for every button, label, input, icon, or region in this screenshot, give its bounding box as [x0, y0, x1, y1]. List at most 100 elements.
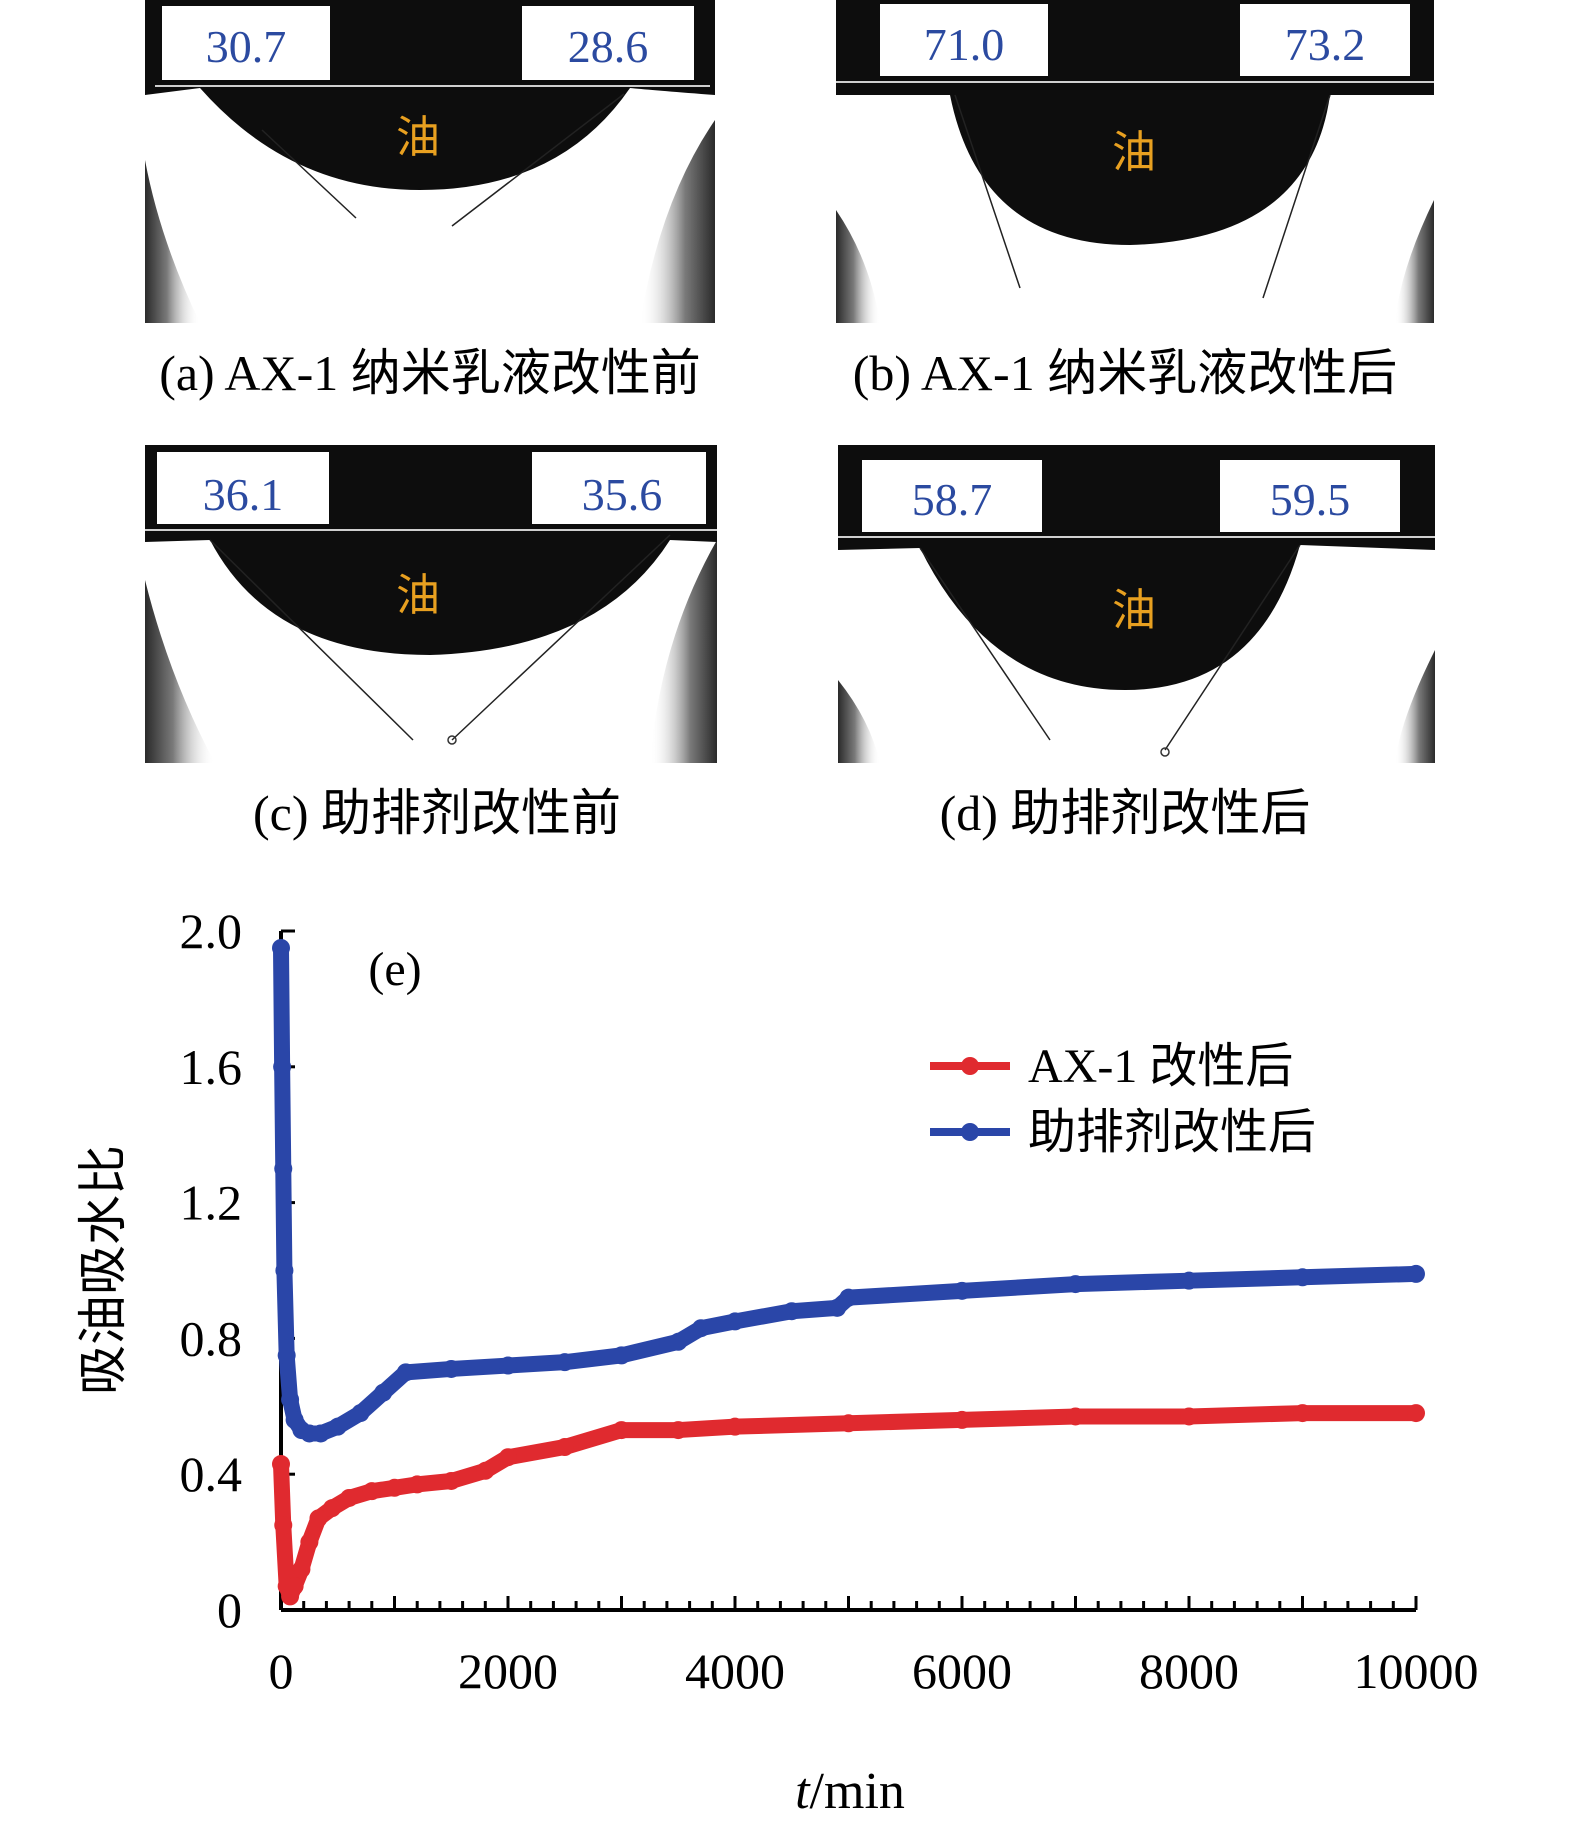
panel-a: 30.7 28.6 油 (a) AX-1 纳米乳液改性前: [145, 0, 715, 401]
data-point-1-14: [442, 1359, 461, 1378]
panel-b-left-angle-box: [880, 4, 1048, 76]
data-point-1-9: [311, 1424, 330, 1443]
data-point-1-17: [612, 1346, 631, 1365]
panel-d-caption: (d) 助排剂改性后: [940, 785, 1311, 841]
y-tick-label: 1.6: [180, 1039, 243, 1095]
data-point-0-7: [309, 1509, 328, 1528]
data-point-1-3: [275, 1261, 294, 1280]
panel-b-left-angle: 71.0: [924, 19, 1005, 70]
panel-d-oil-label: 油: [1112, 585, 1156, 636]
data-point-1-16: [555, 1353, 574, 1372]
data-point-0-12: [408, 1475, 427, 1494]
data-point-0-8: [323, 1499, 342, 1518]
y-tick-label: 0: [217, 1582, 242, 1638]
data-point-1-2: [274, 1159, 293, 1178]
data-point-1-18: [669, 1332, 688, 1351]
x-tick-label: 6000: [912, 1643, 1012, 1699]
y-axis-label: 吸油吸水比: [75, 1145, 131, 1395]
panel-c-right-angle-box: [532, 452, 706, 524]
data-point-1-25: [1066, 1275, 1085, 1294]
panel-c-right-angle: 35.6: [582, 469, 663, 520]
series-layer: [272, 938, 1425, 1606]
panel-b-right-angle-box: [1240, 4, 1410, 76]
series-line-0: [273, 1405, 1424, 1605]
panel-c: 36.1 35.6 油 (c) 助排剂改性前: [145, 445, 717, 841]
panel-a-right-angle-box: [522, 6, 694, 80]
x-tick-label: 4000: [685, 1643, 785, 1699]
panel-c-left-angle: 36.1: [203, 469, 284, 520]
data-point-0-9: [340, 1488, 359, 1507]
x-tick-label: 2000: [458, 1643, 558, 1699]
data-point-1-19: [691, 1319, 710, 1338]
data-point-1-23: [839, 1288, 858, 1307]
data-point-1-13: [396, 1363, 415, 1382]
data-point-1-12: [374, 1383, 393, 1402]
panel-c-oil-label: 油: [396, 570, 440, 621]
data-point-0-22: [1066, 1407, 1085, 1426]
data-point-0-19: [726, 1417, 744, 1436]
y-tick-label: 1.2: [180, 1175, 243, 1231]
data-point-1-4: [277, 1346, 296, 1365]
panel-d-left-angle-box: [862, 460, 1042, 532]
data-point-0-11: [385, 1478, 404, 1497]
panel-d-right-angle-box: [1220, 460, 1400, 532]
x-axis-label: t/min: [795, 1763, 905, 1820]
x-tick-label: 10000: [1354, 1643, 1479, 1699]
axis-ticks: 0 2000 4000 6000 8000 10000 0 0.4 0.8 1.2 1.6 2.0: [180, 903, 1479, 1699]
data-point-0-16: [555, 1438, 574, 1457]
data-point-0-5: [292, 1560, 311, 1579]
panel-b: 71.0 73.2 油 (b) AX-1 纳米乳液改性后: [836, 0, 1434, 401]
panel-b-caption: (b) AX-1 纳米乳液改性后: [853, 345, 1397, 401]
data-point-0-17: [612, 1421, 631, 1440]
panel-e-label: (e): [368, 943, 421, 996]
panel-c-caption: (c) 助排剂改性前: [253, 785, 621, 841]
data-point-0-25: [1407, 1404, 1425, 1423]
x-axis-label-unit: /min: [810, 1763, 905, 1820]
data-point-0-6: [300, 1533, 319, 1552]
data-point-0-18: [669, 1421, 688, 1440]
data-point-0-15: [499, 1448, 517, 1467]
data-point-1-21: [782, 1302, 801, 1321]
panel-a-left-angle-box: [162, 6, 330, 80]
x-tick-label: 8000: [1139, 1643, 1239, 1699]
data-point-0-1: [274, 1516, 293, 1535]
panel-d-right-angle: 59.5: [1270, 474, 1351, 525]
legend-item-blue: 助排剂改性后: [930, 1106, 1316, 1159]
data-point-1-15: [499, 1356, 517, 1375]
legend-label-blue: 助排剂改性后: [1028, 1106, 1316, 1159]
chart-e: 0 2000 4000 6000 8000 10000 0 0.4 0.8 1.2 1.6 2.0 (…: [75, 903, 1479, 1820]
panel-d: 58.7 59.5 油 (d) 助排剂改性后: [838, 445, 1435, 841]
panel-a-right-angle: 28.6: [568, 21, 649, 72]
y-tick-label: 2.0: [180, 903, 243, 959]
data-point-0-10: [362, 1482, 381, 1501]
data-point-1-11: [351, 1404, 370, 1423]
data-point-1-28: [1407, 1264, 1425, 1283]
data-point-0-21: [953, 1410, 971, 1429]
legend: AX-1 改性后 助排剂改性后: [930, 1040, 1316, 1159]
data-point-1-5: [281, 1390, 300, 1409]
data-point-0-24: [1293, 1404, 1312, 1423]
legend-label-red: AX-1 改性后: [1028, 1040, 1293, 1093]
data-point-0-0: [272, 1455, 290, 1474]
data-point-1-27: [1293, 1268, 1312, 1287]
y-tick-label: 0.8: [180, 1310, 243, 1366]
data-point-0-14: [476, 1461, 495, 1480]
y-tick-label: 0.4: [180, 1446, 243, 1502]
panel-b-oil-label: 油: [1112, 127, 1156, 178]
data-point-1-24: [953, 1281, 971, 1300]
data-point-1-20: [726, 1312, 744, 1331]
data-point-1-0: [272, 938, 290, 957]
panel-c-left-angle-box: [157, 452, 329, 524]
data-point-0-20: [839, 1414, 858, 1433]
legend-marker-blue: [961, 1123, 979, 1141]
legend-item-red: AX-1 改性后: [930, 1040, 1293, 1093]
data-point-1-10: [328, 1417, 347, 1436]
panel-b-right-angle: 73.2: [1285, 19, 1366, 70]
panel-d-left-angle: 58.7: [912, 474, 993, 525]
data-point-0-13: [442, 1471, 461, 1490]
x-axis-label-italic: t: [795, 1763, 811, 1820]
data-point-1-26: [1180, 1271, 1198, 1290]
panel-a-left-angle: 30.7: [206, 21, 287, 72]
data-point-1-1: [273, 1057, 292, 1076]
